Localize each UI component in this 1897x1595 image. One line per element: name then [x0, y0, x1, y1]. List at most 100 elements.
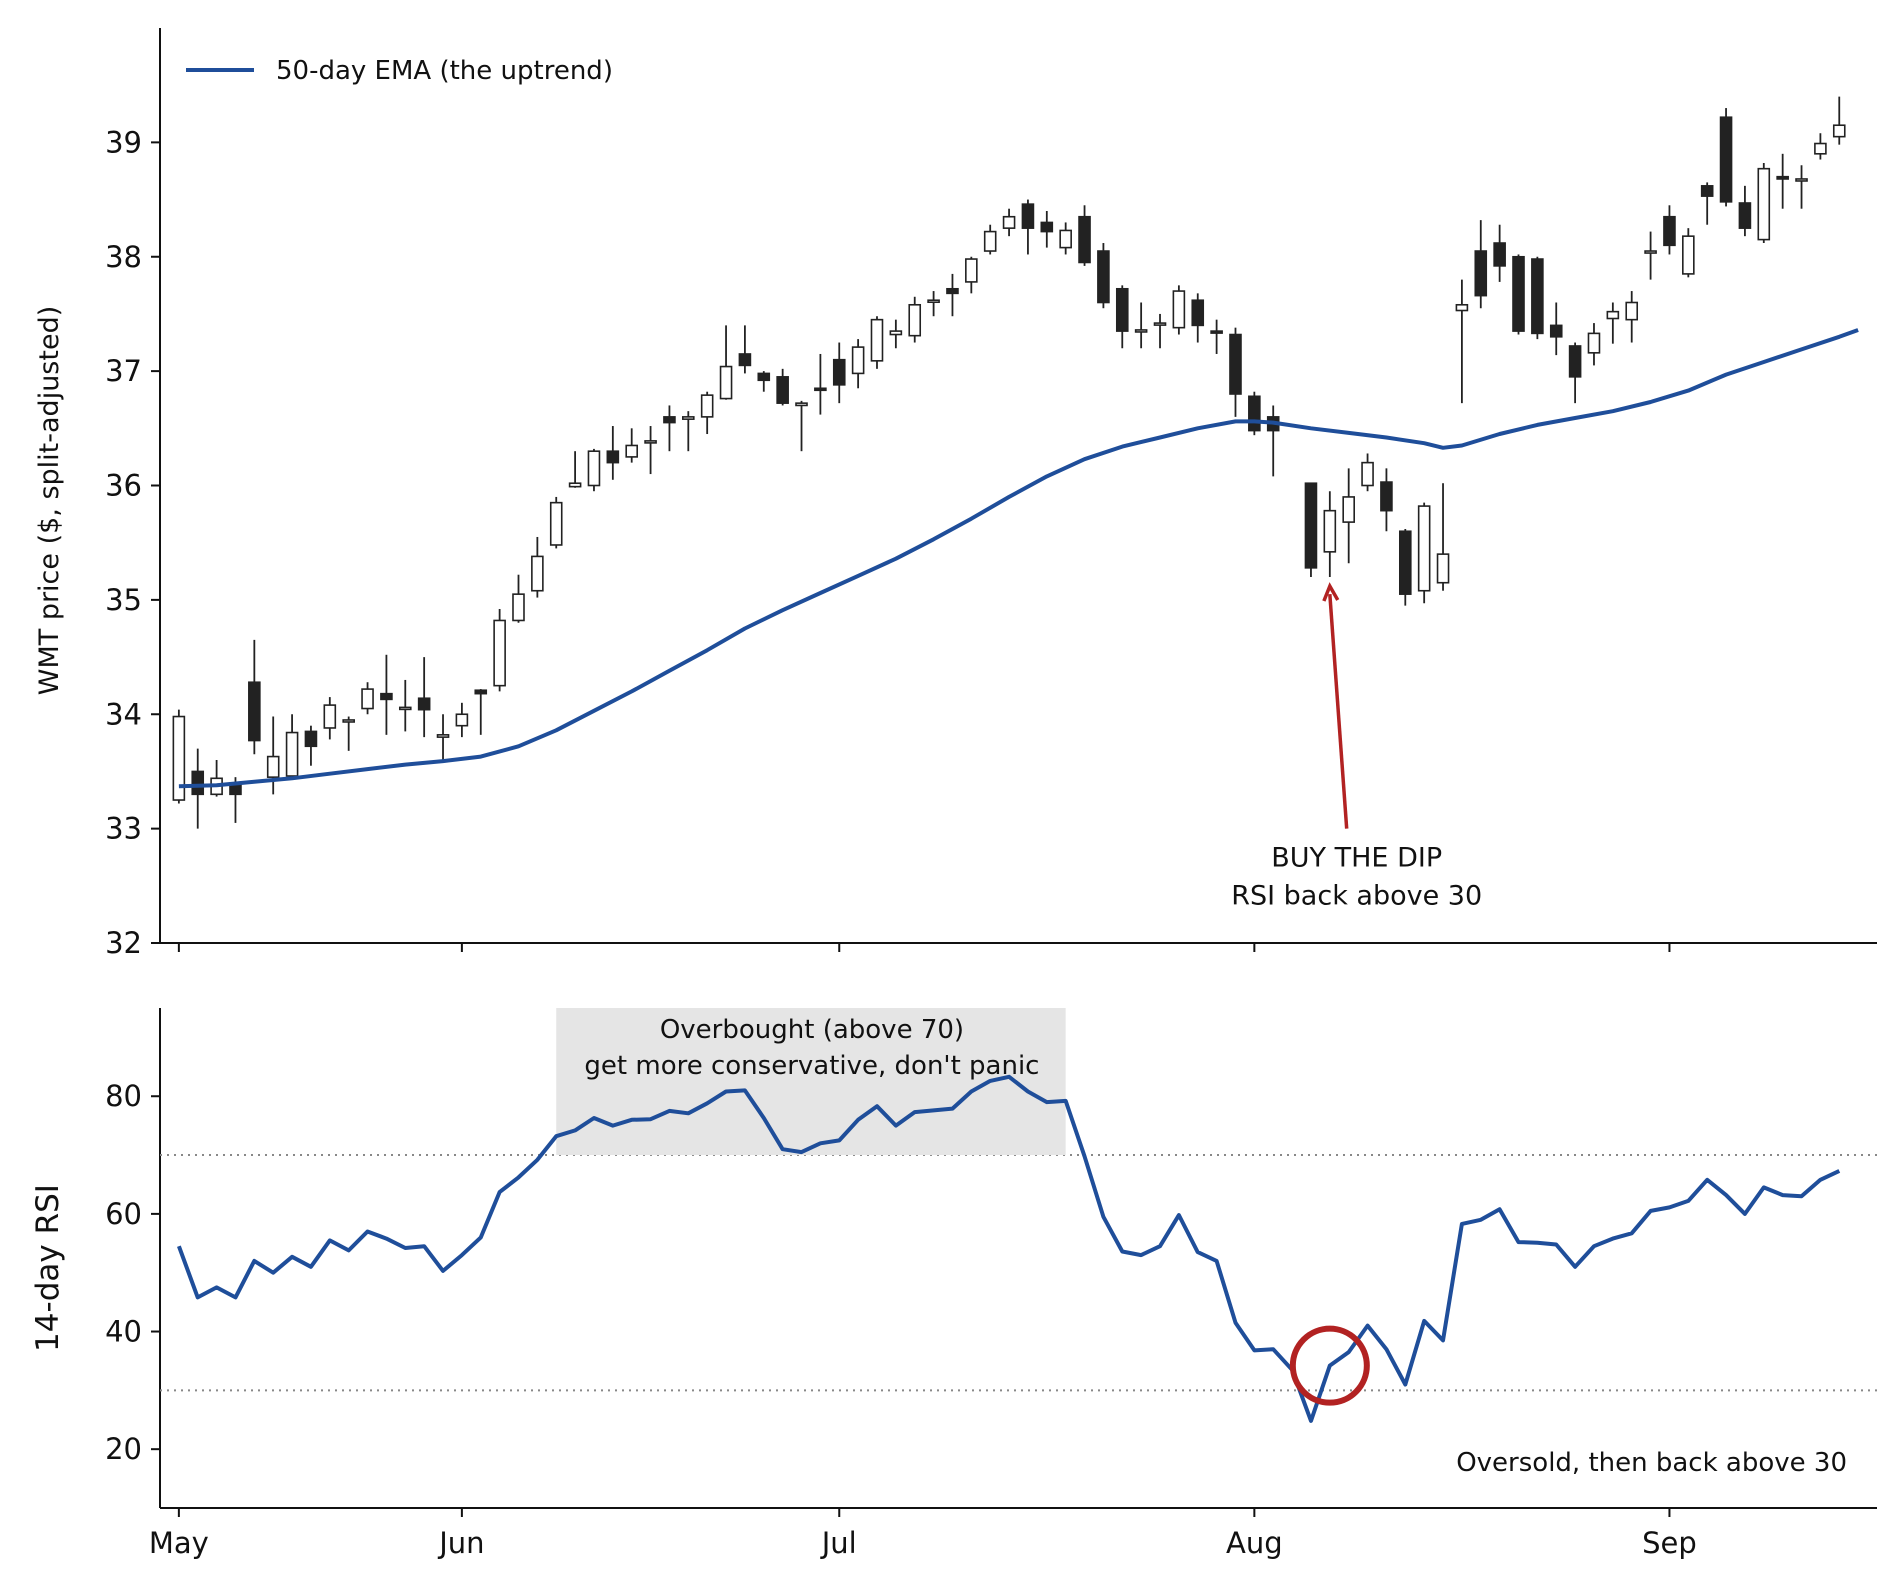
candle: [606, 426, 620, 480]
candle-body: [436, 734, 450, 738]
candle-body: [1606, 310, 1620, 320]
candle: [1361, 453, 1374, 492]
candle: [493, 609, 506, 692]
candle: [1191, 293, 1205, 343]
candle-body: [1021, 203, 1035, 229]
candle-body: [1531, 258, 1544, 335]
candle: [814, 353, 827, 415]
candle: [1380, 468, 1393, 532]
candle-body: [908, 303, 922, 337]
annotation-line-2: RSI back above 30: [1231, 881, 1482, 912]
candle-body: [1398, 530, 1412, 595]
candle-body: [493, 619, 506, 687]
candle-body: [757, 372, 771, 382]
candle-body: [1134, 329, 1148, 333]
price-y-tick-label: 35: [105, 583, 142, 617]
rsi-cross-marker: [1289, 1325, 1370, 1406]
candle: [380, 654, 393, 735]
candle-body: [1587, 332, 1601, 354]
candle-body: [927, 299, 940, 304]
candle-body: [172, 715, 186, 801]
candle: [1002, 208, 1016, 237]
candle-body: [1172, 290, 1186, 329]
candle-body: [512, 593, 525, 622]
rsi-line: [177, 1074, 1841, 1423]
candle: [776, 368, 789, 406]
candle: [568, 451, 582, 488]
candle-body: [1814, 142, 1827, 155]
candle: [965, 256, 978, 294]
candle: [1115, 285, 1129, 349]
candle-body: [776, 376, 789, 404]
x-tick-label: Jun: [437, 1526, 484, 1560]
candle: [1172, 285, 1186, 335]
candle: [1512, 254, 1525, 335]
x-tick-label: Aug: [1226, 1526, 1283, 1560]
candle-body: [1474, 250, 1488, 297]
candle-body: [1417, 505, 1431, 592]
rsi-series: [177, 1074, 1841, 1423]
candle: [757, 371, 771, 392]
price-axis-label: WMT price ($, split-adjusted): [34, 306, 65, 696]
candle: [1323, 491, 1337, 577]
candle: [682, 411, 695, 452]
candle: [512, 574, 525, 623]
candle-body: [719, 365, 733, 400]
candle-body: [870, 318, 884, 362]
candle: [323, 697, 337, 740]
rsi-y-tick-label: 80: [105, 1079, 142, 1113]
candle-body: [248, 681, 261, 742]
candle-body: [1436, 553, 1450, 584]
candle: [889, 319, 903, 349]
price-axes: 32 33 34 35 36 37 38 39: [105, 28, 1877, 960]
candle-body: [549, 501, 563, 546]
annotation-arrow: [1328, 594, 1349, 829]
candlesticks: [172, 96, 1846, 829]
candle: [1417, 502, 1431, 604]
candle: [1606, 302, 1620, 344]
candle-body: [1512, 255, 1525, 332]
candle-body: [625, 444, 639, 458]
candle: [644, 426, 657, 475]
candle-body: [304, 730, 318, 748]
candle: [1644, 231, 1657, 280]
candle-body: [1738, 202, 1752, 229]
candle-body: [361, 688, 374, 710]
candle-body: [738, 353, 752, 367]
candle: [1210, 319, 1223, 354]
candle-body: [1568, 345, 1582, 378]
candle-body: [323, 704, 337, 729]
candle-body: [1115, 287, 1129, 332]
candle: [342, 716, 355, 751]
annotation-line-1: BUY THE DIP: [1271, 843, 1442, 874]
candle-body: [1663, 215, 1676, 247]
candle-body: [814, 387, 827, 392]
candle-body: [474, 689, 488, 695]
ema-line: [178, 328, 1859, 789]
candle: [248, 639, 261, 755]
candle-body: [1078, 215, 1091, 264]
candle-body: [700, 394, 714, 418]
candle-body: [1795, 178, 1808, 182]
candle-body: [1625, 301, 1639, 321]
candle: [1663, 205, 1676, 255]
price-y-tick-label: 32: [105, 926, 142, 960]
candle: [1757, 162, 1771, 244]
candle: [946, 273, 959, 317]
candle-body: [1832, 124, 1846, 138]
price-y-tick-label: 34: [105, 697, 142, 731]
candle-body: [398, 706, 412, 711]
candle: [719, 325, 733, 400]
candle: [417, 657, 431, 738]
candle-body: [455, 713, 469, 727]
candle: [1549, 302, 1563, 356]
candle-body: [568, 482, 582, 488]
candle-body: [1002, 215, 1016, 229]
candle: [1266, 405, 1280, 477]
candle: [266, 716, 280, 795]
candle: [1229, 327, 1242, 417]
overbought-region: Overbought (above 70) get more conservat…: [556, 1008, 1066, 1156]
candle: [1738, 185, 1752, 237]
candle-body: [1229, 333, 1242, 395]
